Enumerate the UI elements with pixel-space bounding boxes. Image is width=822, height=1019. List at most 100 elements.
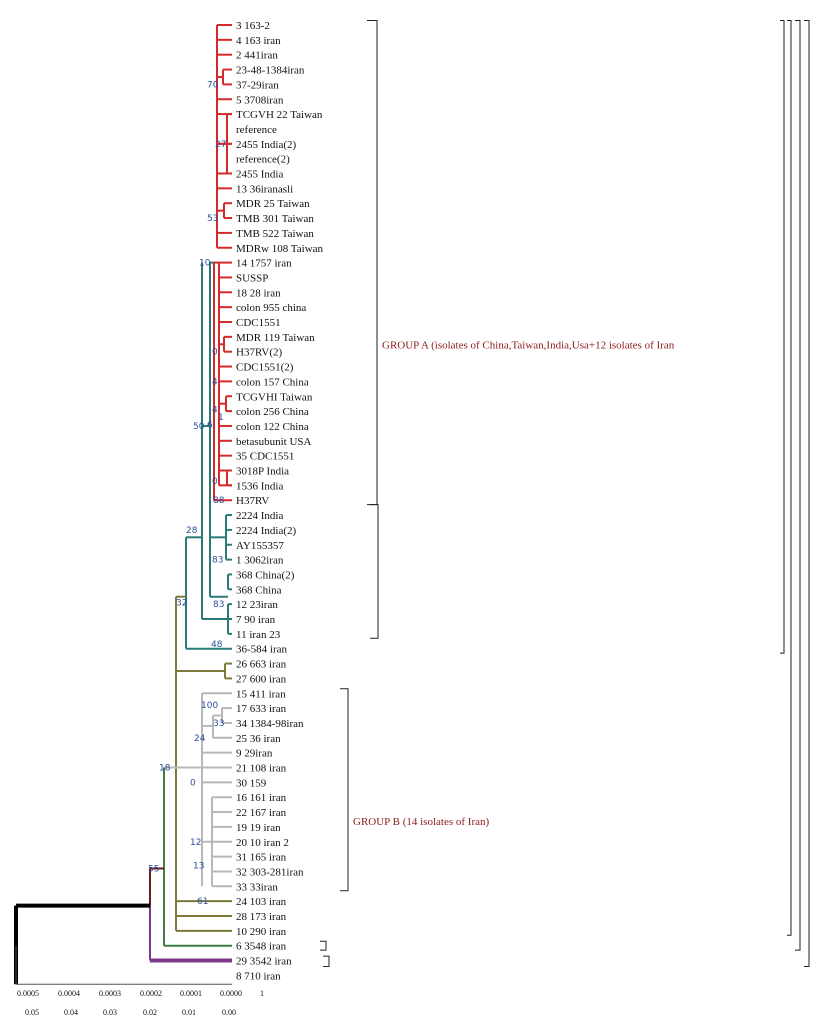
leaf-label: 10 290 iran <box>236 926 287 938</box>
scale-tick-bottom: 0.01 <box>182 1008 196 1017</box>
leaf-label: 3 163-2 <box>236 20 270 32</box>
leaf-label: 27 600 iran <box>236 673 287 685</box>
leaf-label: colon 256 China <box>236 406 309 418</box>
leaf-label: 368 China(2) <box>236 569 295 581</box>
leaf-label: 20 10 iran 2 <box>236 837 289 849</box>
leaf-label: colon 955 china <box>236 302 306 314</box>
leaf-label: 4 163 iran <box>236 35 281 47</box>
leaf-label: 23-48-1384iran <box>236 65 305 77</box>
bootstrap-value: 83 <box>213 600 224 610</box>
leaf-label: 9 29iran <box>236 748 273 760</box>
bootstrap-value: 48 <box>211 640 223 650</box>
bootstrap-value: 100 <box>201 701 218 711</box>
leaf-label: TCGVHI Taiwan <box>236 391 313 403</box>
leaf-label: 2224 India <box>236 510 283 522</box>
bootstrap-value: 32 <box>176 599 187 609</box>
leaf-label: 21 108 iran <box>236 763 287 775</box>
bootstrap-value: 27 <box>215 140 226 150</box>
group-bracket <box>787 20 792 936</box>
group-bracket <box>323 955 330 967</box>
leaf-label: MDR 119 Taiwan <box>236 332 315 344</box>
leaf-label: colon 122 China <box>236 421 309 433</box>
bootstrap-value: 0 <box>212 477 218 487</box>
bootstrap-value: 12 <box>190 838 201 848</box>
leaf-label: colon 157 China <box>236 376 309 388</box>
group-bracket <box>320 940 327 951</box>
leaf-label: 14 1757 iran <box>236 258 292 270</box>
leaf-label: H37RV <box>236 495 269 507</box>
leaf-label: 8 710 iran <box>236 970 281 982</box>
leaf-label: TMB 301 Taiwan <box>236 213 314 225</box>
bootstrap-value: 1 <box>218 413 224 423</box>
leaf-label: 26 663 iran <box>236 659 287 671</box>
scale-tick-top: 0.0005 <box>17 989 39 998</box>
group-bracket <box>367 20 378 506</box>
bootstrap-value: 4 <box>212 406 218 416</box>
leaf-label: 17 633 iran <box>236 703 287 715</box>
leaf-label: 11 iran 23 <box>236 629 281 641</box>
group-bracket <box>795 20 801 951</box>
leaf-label: TCGVH 22 Taiwan <box>236 109 323 121</box>
scale-tick-top: 1 <box>260 989 264 998</box>
group-a-label: GROUP A (isolates of China,Taiwan,India,… <box>382 339 675 351</box>
group-bracket <box>370 504 379 639</box>
group-bracket <box>780 20 785 654</box>
group-b-label: GROUP B (14 isolates of Iran) <box>353 816 489 828</box>
bootstrap-value: 61 <box>197 897 208 907</box>
leaf-label: 5 3708iran <box>236 94 284 106</box>
leaf-label: AY155357 <box>236 540 284 552</box>
leaf-label: 2455 India <box>236 169 283 181</box>
leaf-label: CDC1551 <box>236 317 281 329</box>
leaf-label: reference <box>236 124 277 136</box>
leaf-label: 15 411 iran <box>236 688 286 700</box>
bootstrap-value: 24 <box>194 734 206 744</box>
scale-tick-bottom: 0.05 <box>25 1008 39 1017</box>
bootstrap-value: 0 <box>190 778 196 788</box>
leaf-label: 29 3542 iran <box>236 956 292 968</box>
leaf-label: CDC1551(2) <box>236 362 294 374</box>
bootstrap-value: 70 <box>207 80 219 90</box>
leaf-label: 24 103 iran <box>236 896 287 908</box>
leaf-label: 31 165 iran <box>236 852 287 864</box>
leaf-label: 2224 India(2) <box>236 525 297 537</box>
leaf-label: 25 36 iran <box>236 733 281 745</box>
bootstrap-value: 28 <box>186 526 198 536</box>
leaf-label: 6 3548 iran <box>236 941 287 953</box>
bootstrap-value: 53 <box>207 214 218 224</box>
leaf-label: 36-584 iran <box>236 644 288 656</box>
group-bracket <box>804 20 810 967</box>
leaf-label: 1 3062iran <box>236 555 284 567</box>
scale-tick-top: 0.0000 <box>220 989 242 998</box>
leaf-label: 28 173 iran <box>236 911 287 923</box>
leaf-label: 1536 India <box>236 480 283 492</box>
leaf-label: 33 33iran <box>236 881 278 893</box>
bootstrap-value: 55 <box>148 864 159 874</box>
scale-tick-bottom: 0.04 <box>64 1008 78 1017</box>
leaf-label: 35 CDC1551 <box>236 451 294 463</box>
leaf-label: TMB 522 Taiwan <box>236 228 314 240</box>
bootstrap-value: 0 <box>212 348 218 358</box>
bootstrap-value: 18 <box>159 764 171 774</box>
leaf-label: SUSSP <box>236 272 268 284</box>
leaf-label: betasubunit USA <box>236 436 312 448</box>
bootstrap-value: 83 <box>212 556 223 566</box>
bootstrap-value: 6 <box>207 420 213 430</box>
bootstrap-value: 33 <box>213 719 224 729</box>
leaf-label: 34 1384-98iran <box>236 718 304 730</box>
leaf-label: 18 28 iran <box>236 287 281 299</box>
bootstrap-value: 13 <box>193 862 204 872</box>
scale-tick-bottom: 0.00 <box>222 1008 236 1017</box>
leaf-label: H37RV(2) <box>236 347 283 359</box>
leaf-label: 3018P India <box>236 466 289 478</box>
leaf-label: 32 303-281iran <box>236 866 304 878</box>
leaf-label: 37-29iran <box>236 79 279 91</box>
leaf-label: 22 167 iran <box>236 807 287 819</box>
leaf-label: 12 23iran <box>236 599 278 611</box>
bootstrap-value: 50 <box>193 422 205 432</box>
scale-tick-top: 0.0001 <box>180 989 202 998</box>
leaf-label: 368 China <box>236 584 282 596</box>
leaf-label: 30 159 <box>236 777 267 789</box>
scale-tick-top: 0.0002 <box>140 989 162 998</box>
leaf-label: 7 90 iran <box>236 614 276 626</box>
